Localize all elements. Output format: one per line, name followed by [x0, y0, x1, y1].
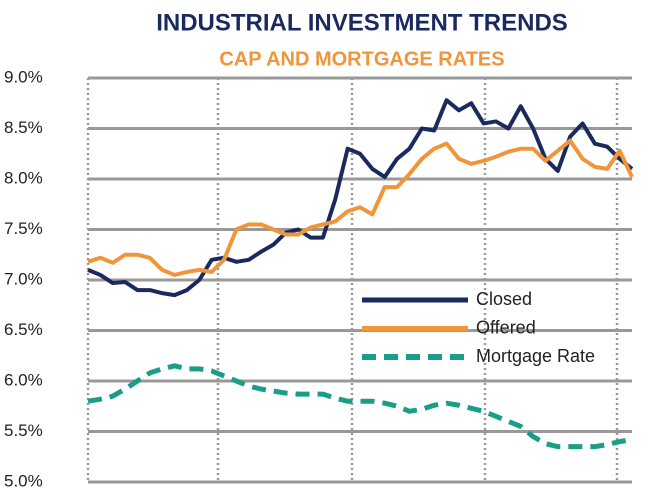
chart-subtitle: CAP AND MORTGAGE RATES [219, 48, 504, 70]
y-tick-label: 6.0% [4, 370, 43, 389]
y-tick-label: 5.5% [4, 421, 43, 440]
y-tick-label: 9.0% [4, 67, 43, 86]
series-line [87, 363, 633, 450]
legend-label: Closed [476, 289, 532, 309]
y-tick-label: 8.5% [4, 118, 43, 137]
series-line [87, 138, 634, 277]
series-line [87, 98, 634, 298]
legend-label: Offered [476, 317, 536, 337]
legend-label: Mortgage Rate [476, 346, 595, 366]
y-tick-label: 7.5% [4, 219, 43, 238]
y-tick-label: 7.0% [4, 269, 43, 288]
chart-title: INDUSTRIAL INVESTMENT TRENDS [156, 9, 568, 36]
y-tick-label: 8.0% [4, 168, 43, 187]
y-tick-label: 5.0% [4, 471, 43, 490]
y-tick-label: 6.5% [4, 320, 43, 339]
